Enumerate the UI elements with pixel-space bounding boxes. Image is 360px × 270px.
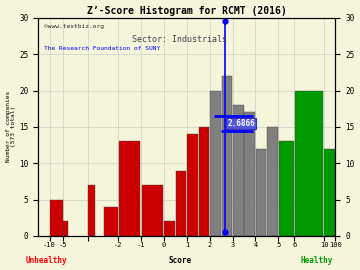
Bar — [63, 221, 68, 236]
Bar — [221, 76, 232, 236]
Text: The Research Foundation of SUNY: The Research Foundation of SUNY — [44, 46, 160, 51]
Bar — [88, 185, 95, 236]
Bar — [176, 171, 186, 236]
Title: Z’-Score Histogram for RCMT (2016): Z’-Score Histogram for RCMT (2016) — [87, 6, 287, 16]
Bar — [324, 149, 335, 236]
Bar — [165, 221, 175, 236]
Y-axis label: Number of companies
(573 total): Number of companies (573 total) — [5, 91, 16, 163]
Text: Score: Score — [168, 256, 192, 265]
Bar — [210, 90, 221, 236]
Text: 2.6866: 2.6866 — [227, 119, 255, 128]
Bar — [279, 141, 294, 236]
Bar — [50, 200, 63, 236]
Bar — [233, 105, 243, 236]
Bar — [187, 134, 198, 236]
Bar — [199, 127, 209, 236]
Bar — [119, 141, 140, 236]
Bar — [296, 90, 323, 236]
Bar — [244, 112, 255, 236]
Bar — [104, 207, 118, 236]
Text: Sector: Industrials: Sector: Industrials — [132, 35, 228, 43]
Bar — [256, 149, 266, 236]
Text: Unhealthy: Unhealthy — [26, 256, 68, 265]
Text: ©www.textbiz.org: ©www.textbiz.org — [44, 24, 104, 29]
Bar — [142, 185, 163, 236]
Bar — [267, 127, 278, 236]
Text: Healthy: Healthy — [301, 256, 333, 265]
